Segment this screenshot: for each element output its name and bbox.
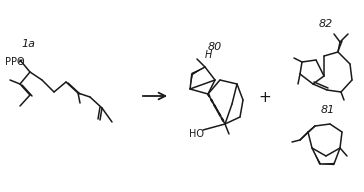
Text: H: H	[204, 50, 212, 60]
Text: HO: HO	[190, 129, 205, 139]
Text: +: +	[259, 89, 272, 104]
Text: PPO: PPO	[5, 57, 25, 67]
Polygon shape	[320, 163, 334, 165]
Polygon shape	[190, 74, 193, 89]
Text: 1a: 1a	[21, 39, 35, 49]
Text: 80: 80	[208, 42, 222, 52]
Text: 81: 81	[321, 105, 335, 115]
Polygon shape	[312, 148, 321, 164]
Text: 82: 82	[319, 19, 333, 29]
Polygon shape	[191, 67, 205, 75]
